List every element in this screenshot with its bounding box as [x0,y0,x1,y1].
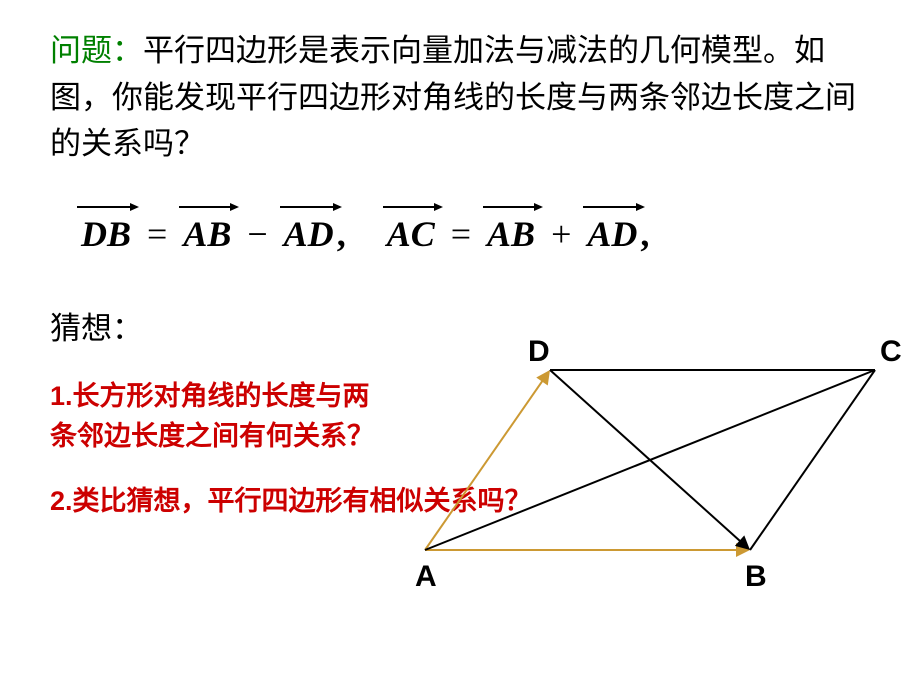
vertex-label-d: D [528,335,550,369]
parallelogram-diagram: A B C D [350,335,910,615]
vec-ad: AD [284,203,334,255]
question-label: 问题： [50,33,143,68]
vertex-label-a: A [415,560,437,594]
vec-ad2: AD [587,203,637,255]
vec-ab: AB [183,203,231,255]
question-block: 问题：平行四边形是表示向量加法与减法的几何模型。如图，你能发现平行四边形对角线的… [50,28,875,168]
question-text: 平行四边形是表示向量加法与减法的几何模型。如图，你能发现平行四边形对角线的长度与… [50,33,856,161]
vec-ab2: AB [487,203,535,255]
equations: DB = AB − AD, AC = AB + AD, [80,203,875,255]
vertex-label-b: B [745,560,767,594]
guess-item-1: 1.长方形对角线的长度与两条邻边长度之间有何关系？ [50,376,390,457]
vec-ac: AC [387,203,435,255]
equation-2: AC = AB + AD, [386,203,650,255]
vec-db: DB [81,203,131,255]
vertex-label-c: C [880,335,902,369]
equation-1: DB = AB − AD, [80,203,346,255]
